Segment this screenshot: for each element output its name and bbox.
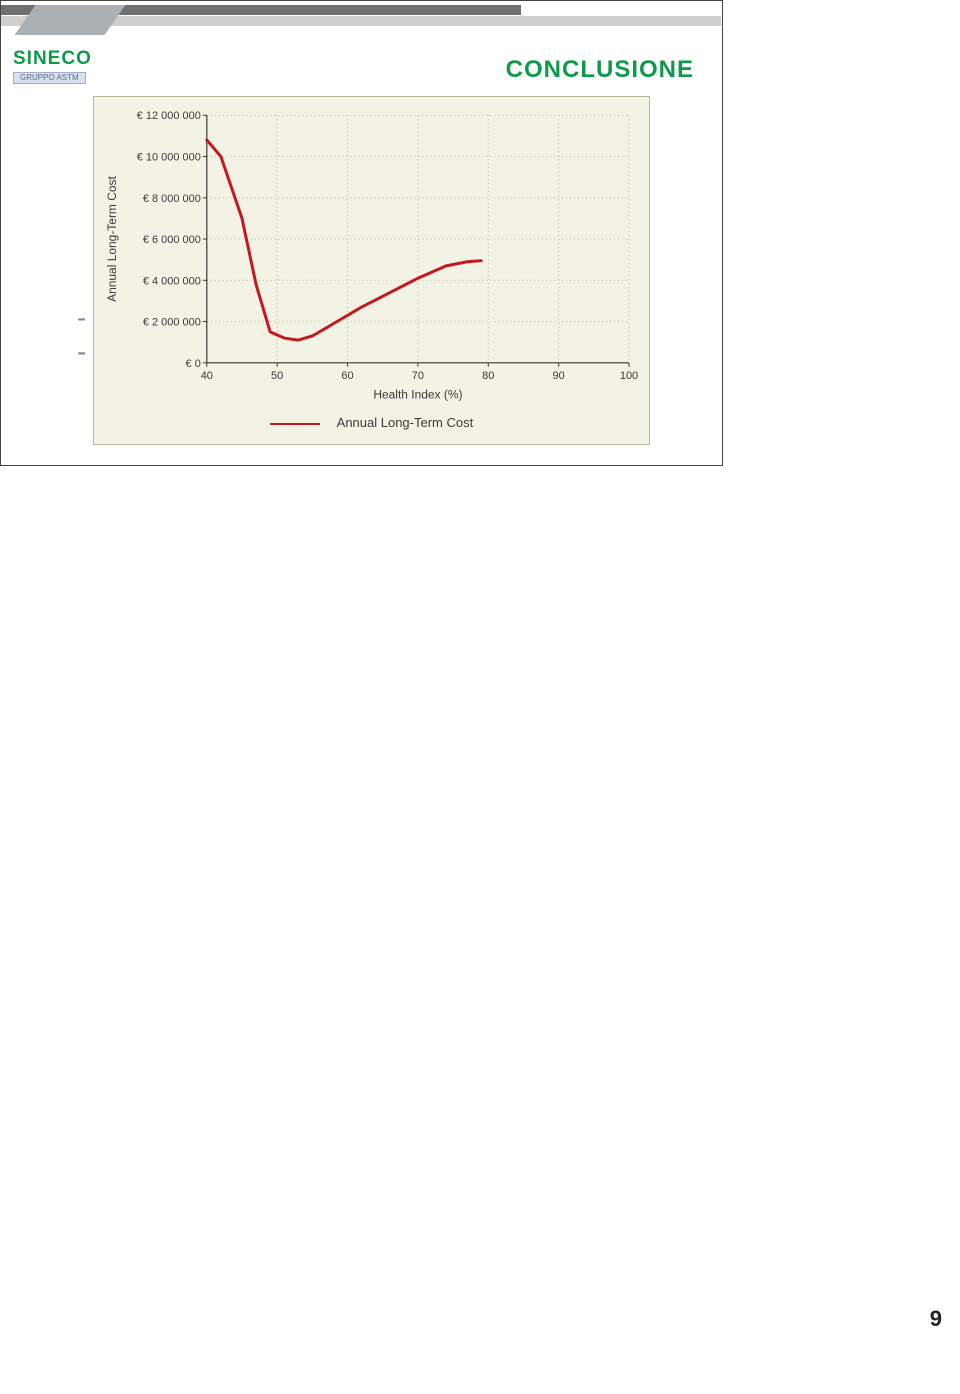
slide-title: CONCLUSIONE <box>506 56 694 84</box>
svg-text:Annual Long-Term Cost: Annual Long-Term Cost <box>105 175 119 301</box>
stripe-swoop <box>14 5 125 35</box>
svg-text:90: 90 <box>553 370 565 382</box>
svg-text:80: 80 <box>482 370 494 382</box>
svg-text:Health Index (%): Health Index (%) <box>373 388 462 402</box>
svg-text:40: 40 <box>201 370 213 382</box>
svg-text:€ 4 000 000: € 4 000 000 <box>143 275 201 287</box>
slide-frame: SINECO GRUPPO ASTM CONCLUSIONE - - € 0€ … <box>0 0 723 466</box>
logo-text: SINECO <box>13 49 92 68</box>
chart-legend: Annual Long-Term Cost <box>102 405 641 430</box>
decorative-dash: - <box>77 311 86 325</box>
svg-text:€ 10 000 000: € 10 000 000 <box>137 152 201 164</box>
svg-text:60: 60 <box>341 370 353 382</box>
chart-panel: € 0 € 2 000 000 € 4 000 000 € 6 000 000 € 8 … <box>93 96 650 445</box>
svg-text:100: 100 <box>620 370 638 382</box>
header-stripes <box>1 5 722 41</box>
header-row: SINECO GRUPPO ASTM CONCLUSIONE <box>1 41 722 88</box>
svg-text:€ 6 000 000: € 6 000 000 <box>143 234 201 246</box>
legend-label: Annual Long-Term Cost <box>337 415 474 430</box>
logo-block: SINECO GRUPPO ASTM <box>13 49 92 84</box>
svg-text:€ 0: € 0 <box>186 358 201 370</box>
svg-text:50: 50 <box>271 370 283 382</box>
svg-text:€ 12 000 000: € 12 000 000 <box>137 110 201 122</box>
logo-subtitle: GRUPPO ASTM <box>13 72 86 84</box>
svg-text:70: 70 <box>412 370 424 382</box>
page-number: 9 <box>0 466 960 1344</box>
svg-text:€ 8 000 000: € 8 000 000 <box>143 193 201 205</box>
legend-swatch <box>270 423 320 425</box>
svg-text:€ 2 000 000: € 2 000 000 <box>143 317 201 329</box>
chart-svg: € 0 € 2 000 000 € 4 000 000 € 6 000 000 € 8 … <box>102 105 641 405</box>
decorative-dash: - <box>77 336 86 368</box>
